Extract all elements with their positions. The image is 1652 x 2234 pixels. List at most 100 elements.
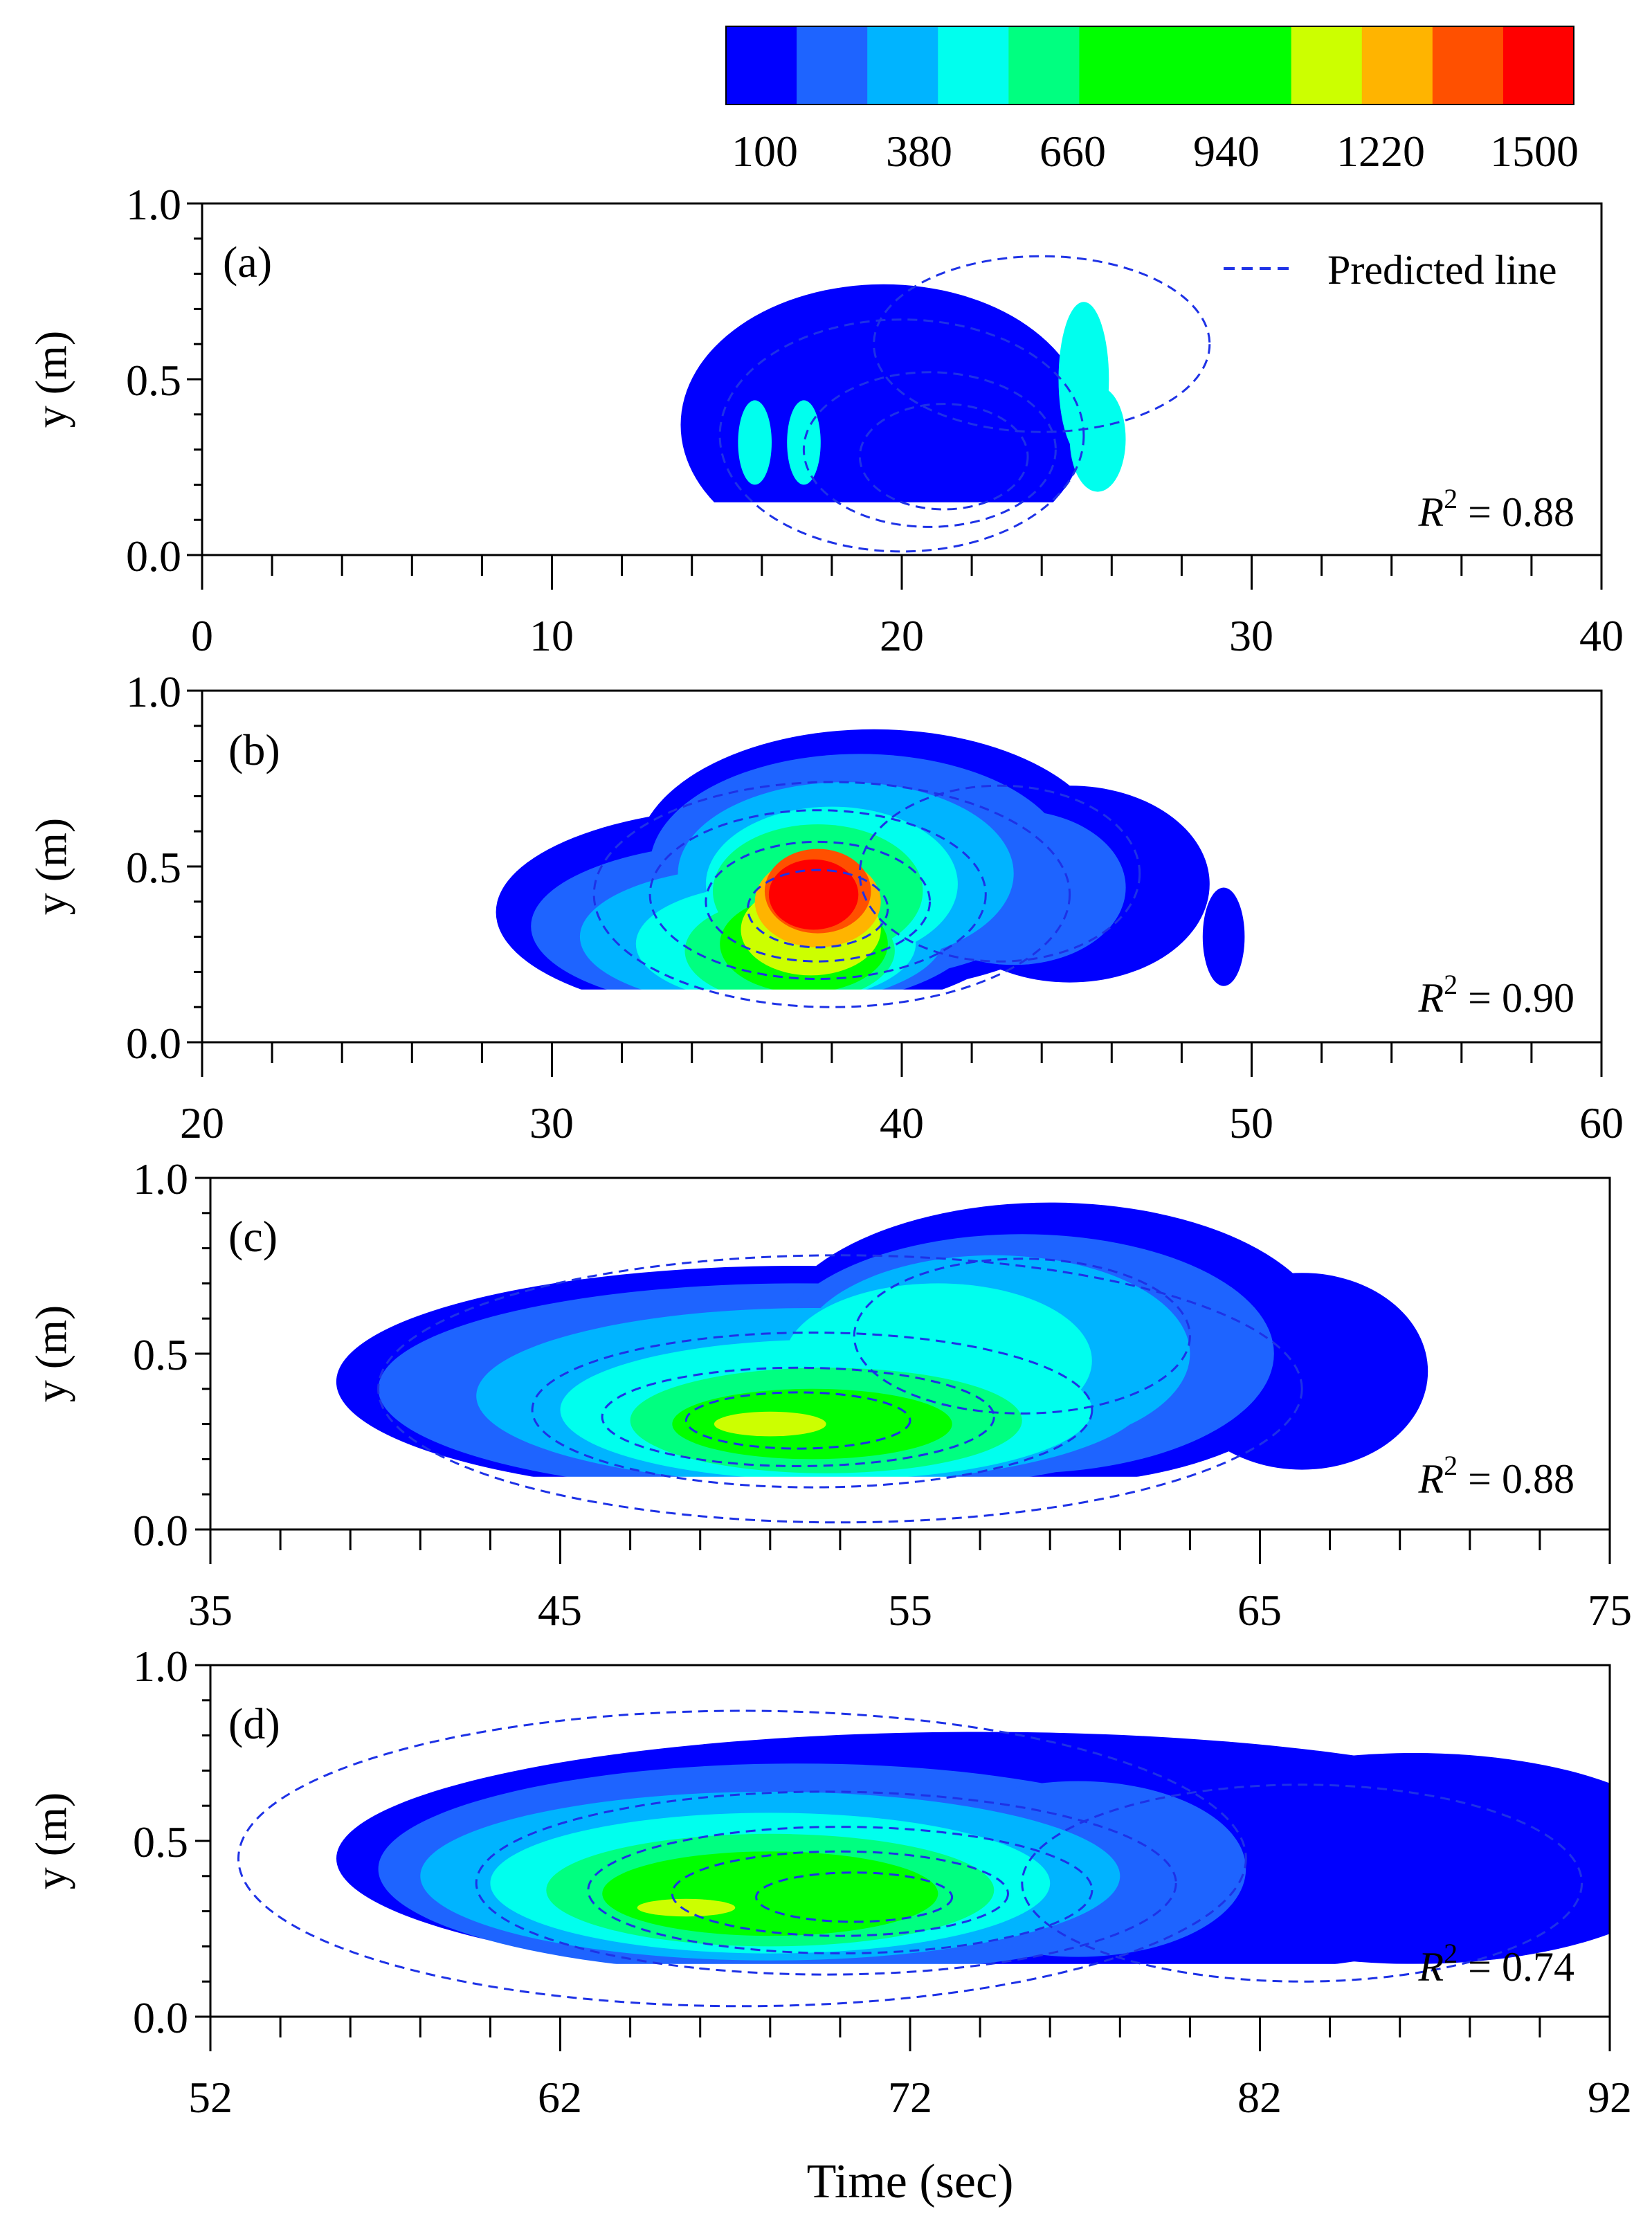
predicted-contour-line xyxy=(684,1391,911,1450)
r2-superscript: 2 xyxy=(1444,969,1458,1000)
r2-symbol: R xyxy=(1418,489,1444,535)
colorbar-cell xyxy=(938,26,1010,105)
x-tick-label: 45 xyxy=(538,1586,582,1635)
colorbar-cell xyxy=(867,26,939,105)
axis-ticks xyxy=(187,202,1603,590)
r2-symbol: R xyxy=(1418,1944,1444,1990)
y-tick-label: 0.5 xyxy=(133,1817,188,1867)
axis-ticks xyxy=(187,689,1603,1077)
x-tick-label: 60 xyxy=(1579,1098,1624,1147)
x-tick-label: 55 xyxy=(888,1586,932,1635)
colorbar-cell xyxy=(1079,26,1151,105)
y-tick-label: 0.0 xyxy=(126,1019,181,1068)
x-tick-label: 75 xyxy=(1588,1586,1632,1635)
plot-bottom-mask xyxy=(202,502,1601,555)
contour-region xyxy=(738,400,772,485)
colorbar-cell xyxy=(1150,26,1222,105)
contour-region xyxy=(768,859,859,930)
y-tick-label: 0.0 xyxy=(133,1506,188,1555)
colorbar-tick-label: 940 xyxy=(1193,127,1260,176)
x-tick-label: 35 xyxy=(188,1586,233,1635)
predicted-contour-line xyxy=(648,809,987,980)
axis-ticks xyxy=(195,1664,1611,2051)
r2-superscript: 2 xyxy=(1444,1938,1458,1969)
predicted-contour-line xyxy=(873,255,1211,433)
x-tick-label: 92 xyxy=(1588,2073,1632,2122)
predicted-contour-line xyxy=(237,1709,1247,2008)
colorbar-cell xyxy=(1291,26,1363,105)
r2-annotation: R2 = 0.88 xyxy=(1418,1450,1575,1502)
predicted-contour-line xyxy=(802,371,1057,528)
r2-superscript: 2 xyxy=(1444,483,1458,514)
r2-superscript: 2 xyxy=(1444,1450,1458,1481)
predicted-contour-line xyxy=(592,781,1071,1008)
predicted-contour-line xyxy=(705,840,931,963)
y-axis-label: y (m) xyxy=(26,818,75,915)
y-tick-label: 1.0 xyxy=(126,180,181,229)
colorbar-tick-label: 1220 xyxy=(1336,127,1425,176)
contour-region xyxy=(878,400,1024,514)
x-tick-label: 30 xyxy=(529,1098,574,1147)
x-tick-label: 10 xyxy=(529,611,574,660)
x-tick-label: 82 xyxy=(1237,2073,1282,2122)
panel-label: (c) xyxy=(228,1212,278,1261)
predicted-contour-line xyxy=(475,1790,1177,1976)
contour-fill xyxy=(210,1202,1610,1529)
r2-annotation: R2 = 0.74 xyxy=(1418,1938,1575,1990)
x-tick-label: 50 xyxy=(1229,1098,1273,1147)
predicted-contour-line xyxy=(601,1366,995,1468)
x-tick-label: 62 xyxy=(538,2073,582,2122)
contour-region xyxy=(714,1411,826,1437)
predicted-contour-line xyxy=(718,318,1085,553)
contour-region xyxy=(602,1851,938,1936)
r2-value: = 0.90 xyxy=(1458,975,1574,1021)
r2-annotation: R2 = 0.88 xyxy=(1418,483,1575,535)
plot-bottom-mask xyxy=(202,989,1601,1042)
y-tick-label: 1.0 xyxy=(133,1642,188,1691)
y-tick-label: 0.0 xyxy=(133,1993,188,2042)
y-tick-label: 1.0 xyxy=(133,1154,188,1204)
panel-label: (b) xyxy=(228,725,280,774)
contour-fill xyxy=(202,284,1601,555)
panel-label: (a) xyxy=(223,237,272,287)
contour-region xyxy=(1069,386,1126,492)
colorbar-cell xyxy=(1503,26,1574,105)
x-tick-label: 20 xyxy=(880,611,924,660)
legend: Predicted line xyxy=(1224,247,1557,293)
colorbar-cell xyxy=(1220,26,1292,105)
x-axis-label: Time (sec) xyxy=(807,2155,1014,2208)
predicted-contour-line xyxy=(853,1257,1191,1415)
x-tick-label: 40 xyxy=(1579,611,1624,660)
predicted-contour-lines xyxy=(237,1709,1583,2008)
predicted-contour-line xyxy=(531,1332,1093,1489)
y-tick-label: 0.0 xyxy=(126,532,181,581)
colorbar-cell xyxy=(1361,26,1433,105)
y-axis-label: y (m) xyxy=(26,1305,75,1402)
r2-annotation: R2 = 0.90 xyxy=(1418,969,1575,1021)
x-tick-label: 72 xyxy=(888,2073,932,2122)
x-tick-label: 0 xyxy=(191,611,213,660)
predicted-contour-lines xyxy=(377,1254,1303,1524)
predicted-contour-line xyxy=(858,403,1029,511)
predicted-contour-line xyxy=(747,869,889,949)
y-tick-label: 0.5 xyxy=(126,356,181,405)
y-axis-label: y (m) xyxy=(26,1792,75,1889)
y-tick-label: 0.5 xyxy=(133,1330,188,1379)
y-tick-label: 0.5 xyxy=(126,843,181,892)
x-tick-label: 52 xyxy=(188,2073,233,2122)
colorbar-tick-label: 100 xyxy=(732,127,798,176)
colorbar: 100 380 660 940 1220 1500 xyxy=(725,26,1579,176)
predicted-contour-line xyxy=(858,784,1141,963)
x-tick-label: 40 xyxy=(880,1098,924,1147)
contour-fill xyxy=(202,729,1601,1042)
contour-region xyxy=(1134,1753,1610,1964)
panel-c: (c) y (m) 1.0 0.5 0.0 35 45 55 65 75 R2 … xyxy=(26,1154,1632,1635)
legend-label: Predicted line xyxy=(1327,247,1557,293)
colorbar-cell xyxy=(1432,26,1504,105)
r2-value: = 0.88 xyxy=(1458,489,1574,535)
axis-ticks xyxy=(195,1177,1611,1564)
x-tick-label: 20 xyxy=(180,1098,224,1147)
x-tick-label: 30 xyxy=(1229,611,1273,660)
x-tick-label: 65 xyxy=(1237,1586,1282,1635)
